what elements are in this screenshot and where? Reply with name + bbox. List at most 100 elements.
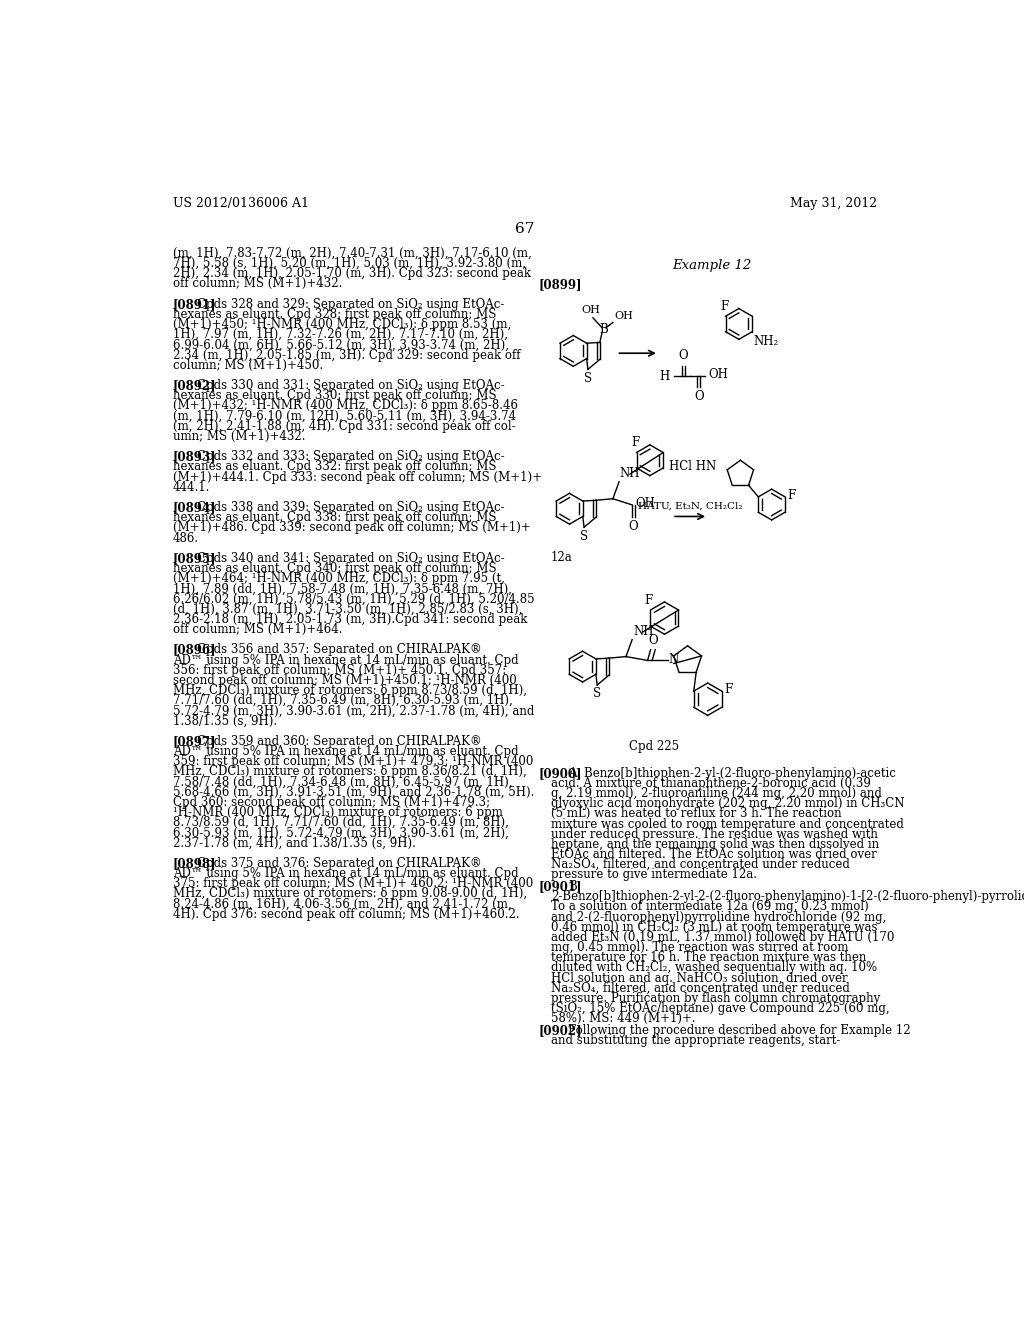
Text: [0891]: [0891] [173,298,216,310]
Text: pressure to give intermediate 12a.: pressure to give intermediate 12a. [551,869,757,882]
Text: F: F [725,684,733,696]
Text: NH₂: NH₂ [754,335,779,347]
Text: NH: NH [620,467,640,480]
Text: 2-Benzo[b]thiophen-2-yl-2-(2-fluoro-phenylamino)-1-[2-(2-fluoro-phenyl)-pyrrolid: 2-Benzo[b]thiophen-2-yl-2-(2-fluoro-phen… [551,890,1024,903]
Text: Cpds 330 and 331: Separated on SiO₂ using EtOAc-: Cpds 330 and 331: Separated on SiO₂ usin… [197,379,505,392]
Text: [0902]: [0902] [539,1024,583,1038]
Text: F: F [631,437,639,449]
Text: MHz, CDCl₃) mixture of rotomers: δ ppm 8.73/8.59 (d, 1H),: MHz, CDCl₃) mixture of rotomers: δ ppm 8… [173,684,527,697]
Text: AD™ using 5% IPA in hexane at 14 mL/min as eluant. Cpd: AD™ using 5% IPA in hexane at 14 mL/min … [173,653,518,667]
Text: NH: NH [633,626,653,638]
Text: off column; MS (M+1)+432.: off column; MS (M+1)+432. [173,277,342,290]
Text: 6.99-6.04 (m, 6H), 5.66-5.12 (m, 3H), 3.93-3.74 (m, 2H),: 6.99-6.04 (m, 6H), 5.66-5.12 (m, 3H), 3.… [173,338,509,351]
Text: [0896]: [0896] [173,643,216,656]
Text: F: F [720,300,728,313]
Text: [0901]: [0901] [539,880,583,894]
Text: 6.30-5.93 (m, 1H), 5.72-4.79 (m, 3H), 3.90-3.61 (m, 2H),: 6.30-5.93 (m, 1H), 5.72-4.79 (m, 3H), 3.… [173,826,509,840]
Text: added Et₃N (0.19 mL, 1.37 mmol) followed by HATU (170: added Et₃N (0.19 mL, 1.37 mmol) followed… [551,931,894,944]
Text: 2.34 (m, 1H), 2.05-1.85 (m, 3H). Cpd 329: second peak off: 2.34 (m, 1H), 2.05-1.85 (m, 3H). Cpd 329… [173,348,520,362]
Text: (m, 2H), 2.41-1.88 (m, 4H). Cpd 331: second peak off col-: (m, 2H), 2.41-1.88 (m, 4H). Cpd 331: sec… [173,420,515,433]
Text: (M+1)+486. Cpd 339: second peak off column; MS (M+1)+: (M+1)+486. Cpd 339: second peak off colu… [173,521,530,535]
Text: 58%). MS: 449 (M+1)+.: 58%). MS: 449 (M+1)+. [551,1012,695,1026]
Text: O: O [694,391,703,403]
Text: glyoxylic acid monohydrate (202 mg, 2.20 mmol) in CH₃CN: glyoxylic acid monohydrate (202 mg, 2.20… [551,797,904,810]
Text: hexanes as eluant. Cpd 332: first peak off column; MS: hexanes as eluant. Cpd 332: first peak o… [173,461,497,474]
Text: 2H), 2.34 (m, 1H), 2.05-1.70 (m, 3H). Cpd 323: second peak: 2H), 2.34 (m, 1H), 2.05-1.70 (m, 3H). Cp… [173,267,530,280]
Text: 7.71/7.60 (dd, 1H), 7.35-6.49 (m, 8H), 6.30-5.93 (m, 1H),: 7.71/7.60 (dd, 1H), 7.35-6.49 (m, 8H), 6… [173,694,513,708]
Text: and 2-(2-fluorophenyl)pyrrolidine hydrochloride (92 mg,: and 2-(2-fluorophenyl)pyrrolidine hydroc… [551,911,887,924]
Text: [0892]: [0892] [173,379,216,392]
Text: (d, 1H), 3.87 (m, 1H), 3.71-3.50 (m, 1H), 2.85/2.83 (s, 3H),: (d, 1H), 3.87 (m, 1H), 3.71-3.50 (m, 1H)… [173,603,522,615]
Text: 1.38/1.35 (s, 9H).: 1.38/1.35 (s, 9H). [173,714,278,727]
Text: [0899]: [0899] [539,277,583,290]
Text: Cpd 225: Cpd 225 [629,739,679,752]
Text: column; MS (M+1)+450.: column; MS (M+1)+450. [173,359,323,372]
Text: [0898]: [0898] [173,857,216,870]
Text: O: O [679,350,688,363]
Text: 1H), 7.97 (m, 1H), 7.32-7.26 (m, 2H), 7.17-7.10 (m, 2H),: 1H), 7.97 (m, 1H), 7.32-7.26 (m, 2H), 7.… [173,329,508,342]
Text: Cpds 375 and 376: Separated on CHIRALPAK®: Cpds 375 and 376: Separated on CHIRALPAK… [197,857,481,870]
Text: OH: OH [635,496,655,510]
Text: 375: first peak off column; MS (M+1)+ 460.2; ¹H-NMR (400: 375: first peak off column; MS (M+1)+ 46… [173,876,534,890]
Text: acid. A mixture of thianaphthene-2-boronic acid (0.39: acid. A mixture of thianaphthene-2-boron… [551,777,870,789]
Text: A. Benzo[b]thiophen-2-yl-(2-fluoro-phenylamino)-acetic: A. Benzo[b]thiophen-2-yl-(2-fluoro-pheny… [568,767,896,780]
Text: O: O [629,520,639,533]
Text: Cpd 360: second peak off column; MS (M+1)+479.3;: Cpd 360: second peak off column; MS (M+1… [173,796,490,809]
Text: Na₂SO₄, filtered, and concentrated under reduced: Na₂SO₄, filtered, and concentrated under… [551,858,850,871]
Text: 5.72-4.79 (m, 3H), 3.90-3.61 (m, 2H), 2.37-1.78 (m, 4H), and: 5.72-4.79 (m, 3H), 3.90-3.61 (m, 2H), 2.… [173,705,535,717]
Text: mg, 0.45 mmol). The reaction was stirred at room: mg, 0.45 mmol). The reaction was stirred… [551,941,849,954]
Text: hexanes as eluant. Cpd 328: first peak off column; MS: hexanes as eluant. Cpd 328: first peak o… [173,308,497,321]
Text: 1H), 7.89 (dd, 1H), 7.58-7.48 (m, 1H), 7.35-6.48 (m, 7H),: 1H), 7.89 (dd, 1H), 7.58-7.48 (m, 1H), 7… [173,582,512,595]
Text: AD™ using 5% IPA in hexane at 14 mL/min as eluant. Cpd: AD™ using 5% IPA in hexane at 14 mL/min … [173,744,518,758]
Text: B: B [599,323,608,335]
Text: umn; MS (M+1)+432.: umn; MS (M+1)+432. [173,430,305,444]
Text: (M+1)+444.1. Cpd 333: second peak off column; MS (M+1)+: (M+1)+444.1. Cpd 333: second peak off co… [173,470,542,483]
Text: Following the procedure described above for Example 12: Following the procedure described above … [568,1024,911,1038]
Text: 486.: 486. [173,532,199,545]
Text: Cpds 338 and 339: Separated on SiO₂ using EtOAc-: Cpds 338 and 339: Separated on SiO₂ usin… [197,502,505,513]
Text: g, 2.19 mmol), 2-fluoroaniline (244 mg, 2.20 mmol) and: g, 2.19 mmol), 2-fluoroaniline (244 mg, … [551,787,882,800]
Text: (M+1)+432; ¹H-NMR (400 MHz, CDCl₃): δ ppm 8.65-8.46: (M+1)+432; ¹H-NMR (400 MHz, CDCl₃): δ pp… [173,400,518,412]
Text: pressure. Purification by flash column chromatography: pressure. Purification by flash column c… [551,991,881,1005]
Text: 8.73/8.59 (d, 1H), 7.71/7.60 (dd, 1H), 7.35-6.49 (m, 8H),: 8.73/8.59 (d, 1H), 7.71/7.60 (dd, 1H), 7… [173,816,509,829]
Text: (m, 1H), 7.79-6.10 (m, 12H), 5.60-5.11 (m, 3H), 3.94-3.74: (m, 1H), 7.79-6.10 (m, 12H), 5.60-5.11 (… [173,409,516,422]
Text: 444.1.: 444.1. [173,480,210,494]
Text: F: F [645,594,653,607]
Text: 359: first peak off column; MS (M+1)+ 479.3; ¹H-NMR (400: 359: first peak off column; MS (M+1)+ 47… [173,755,534,768]
Text: (5 mL) was heated to reflux for 3 h. The reaction: (5 mL) was heated to reflux for 3 h. The… [551,808,842,820]
Text: 8.24-4.86 (m, 16H), 4.06-3.56 (m, 2H), and 2.41-1.72 (m,: 8.24-4.86 (m, 16H), 4.06-3.56 (m, 2H), a… [173,898,512,911]
Text: May 31, 2012: May 31, 2012 [791,197,878,210]
Text: second peak off column; MS (M+1)+450.1; ¹H-NMR (400: second peak off column; MS (M+1)+450.1; … [173,673,517,686]
Text: HATU, Et₃N, CH₂Cl₂: HATU, Et₃N, CH₂Cl₂ [638,502,742,511]
Text: [0900]: [0900] [539,767,583,780]
Text: 6.26/6.02 (m, 1H), 5.78/5.43 (m, 1H), 5.29 (d, 1H), 5.20/4.85: 6.26/6.02 (m, 1H), 5.78/5.43 (m, 1H), 5.… [173,593,535,606]
Text: 7.58/7.48 (dd, 1H), 7.34-6.48 (m, 8H), 6.45-5.97 (m, 1H),: 7.58/7.48 (dd, 1H), 7.34-6.48 (m, 8H), 6… [173,775,512,788]
Text: N: N [669,653,679,667]
Text: 12a: 12a [551,552,572,564]
Text: OH: OH [614,312,633,321]
Text: mixture was cooled to room temperature and concentrated: mixture was cooled to room temperature a… [551,817,904,830]
Text: OH: OH [582,305,600,314]
Text: [0894]: [0894] [173,502,216,513]
Text: S: S [580,529,588,543]
Text: diluted with CH₂Cl₂, washed sequentially with aq. 10%: diluted with CH₂Cl₂, washed sequentially… [551,961,878,974]
Text: To a solution of intermediate 12a (69 mg, 0.23 mmol): To a solution of intermediate 12a (69 mg… [551,900,868,913]
Text: 67: 67 [515,222,535,235]
Text: hexanes as eluant. Cpd 330: first peak off column; MS: hexanes as eluant. Cpd 330: first peak o… [173,389,497,403]
Text: [0893]: [0893] [173,450,216,463]
Text: 4H). Cpd 376: second peak off column; MS (M+1)+460.2.: 4H). Cpd 376: second peak off column; MS… [173,908,519,920]
Text: Na₂SO₄, filtered, and concentrated under reduced: Na₂SO₄, filtered, and concentrated under… [551,982,850,995]
Text: O: O [648,634,657,647]
Text: H: H [659,370,670,383]
Text: Cpds 340 and 341: Separated on SiO₂ using EtOAc-: Cpds 340 and 341: Separated on SiO₂ usin… [197,552,505,565]
Text: US 2012/0136006 A1: US 2012/0136006 A1 [173,197,309,210]
Text: HCl solution and aq. NaHCO₃ solution, dried over: HCl solution and aq. NaHCO₃ solution, dr… [551,972,848,985]
Text: temperature for 16 h. The reaction mixture was then: temperature for 16 h. The reaction mixtu… [551,952,866,964]
Text: B.: B. [568,880,581,894]
Text: hexanes as eluant. Cpd 340: first peak off column; MS: hexanes as eluant. Cpd 340: first peak o… [173,562,497,576]
Text: Cpds 332 and 333: Separated on SiO₂ using EtOAc-: Cpds 332 and 333: Separated on SiO₂ usin… [197,450,505,463]
Text: (M+1)+450; ¹H-NMR (400 MHz, CDCl₃): δ ppm 8.53 (m,: (M+1)+450; ¹H-NMR (400 MHz, CDCl₃): δ pp… [173,318,511,331]
Text: and substituting the appropriate reagents, start-: and substituting the appropriate reagent… [551,1034,841,1047]
Text: (M+1)+464; ¹H-NMR (400 MHz, CDCl₃): δ ppm 7.95 (t,: (M+1)+464; ¹H-NMR (400 MHz, CDCl₃): δ pp… [173,572,505,585]
Text: Example 12: Example 12 [673,259,752,272]
